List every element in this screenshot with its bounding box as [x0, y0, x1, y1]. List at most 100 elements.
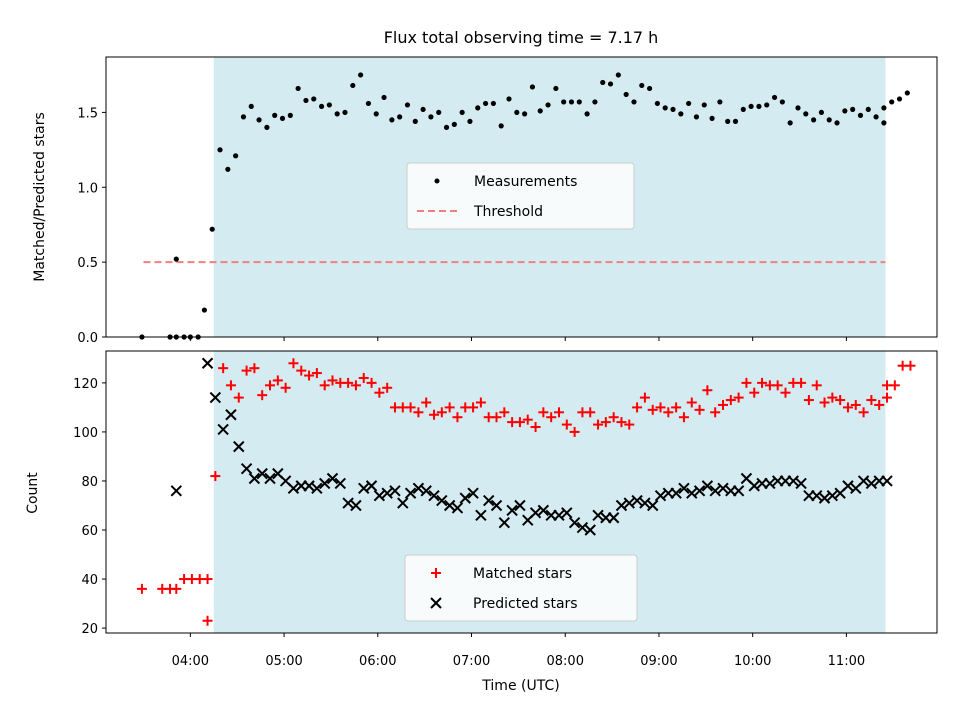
matched-star-point	[343, 377, 354, 388]
predicted-star-point	[537, 504, 550, 517]
measurement-point	[600, 79, 606, 86]
matched-star-point	[421, 397, 432, 408]
measurement-point	[693, 114, 700, 120]
bottom-y-tick-label: 20	[81, 622, 98, 637]
predicted-star-point	[842, 480, 854, 492]
bottom-panel: 20 40 60 80 100 120 04:00 05:00 06:00 07:00 08:00…	[25, 350, 938, 694]
predicted-star-point	[818, 492, 831, 504]
measurement-point	[623, 91, 629, 98]
measurement-point	[850, 106, 856, 113]
matched-star-point	[491, 412, 502, 423]
measurement-point	[467, 118, 473, 124]
measurement-point	[748, 103, 754, 110]
predicted-star-point	[826, 489, 839, 502]
predicted-star-point	[811, 489, 823, 502]
predicted-star-point	[732, 485, 745, 497]
predicted-star-point	[373, 489, 386, 502]
measurement-point	[545, 102, 551, 108]
matched-star-point	[663, 407, 674, 418]
predicted-star-point	[264, 472, 276, 485]
predicted-star-point	[475, 509, 487, 522]
measurement-point	[584, 111, 590, 117]
measurement-point	[365, 100, 372, 107]
predicted-star-point	[506, 504, 518, 517]
predicted-star-point	[693, 485, 706, 497]
predicted-star-point	[576, 521, 589, 534]
predicted-star-point	[420, 485, 432, 497]
matched-star-point	[514, 417, 525, 428]
measurement-point	[756, 103, 762, 110]
matched-star-point	[452, 412, 463, 423]
matched-star-point	[358, 372, 369, 383]
matched-star-point	[436, 407, 447, 418]
predicted-star-point	[287, 482, 300, 495]
predicted-star-point	[451, 502, 464, 514]
matched-star-point	[311, 368, 322, 379]
top-y-tick-label: 0.0	[77, 331, 98, 346]
matched-star-point	[413, 407, 424, 418]
matched-star-point	[639, 392, 650, 403]
predicted-star-point	[326, 472, 339, 485]
matched-star-point	[202, 615, 213, 626]
matched-star-point	[718, 399, 729, 410]
measurement-point	[592, 99, 598, 105]
matched-star-point	[538, 407, 549, 418]
predicted-star-point	[654, 489, 667, 502]
matched-star-point	[882, 392, 893, 403]
measurement-point	[732, 118, 739, 124]
matched-star-point	[686, 397, 697, 408]
predicted-star-point	[717, 482, 729, 495]
predicted-star-point	[318, 477, 331, 490]
matched-star-point	[757, 377, 768, 388]
matched-star-point	[468, 402, 479, 413]
predicted-star-point	[389, 485, 401, 497]
matched-star-point	[288, 358, 299, 369]
measurement-point	[678, 111, 684, 117]
predicted-star-point	[342, 497, 354, 509]
measurement-point	[350, 82, 356, 89]
measurement-point	[787, 120, 793, 126]
predicted-star-point	[201, 357, 214, 369]
matched-star-point	[444, 402, 455, 413]
measurement-point	[662, 105, 668, 111]
measurement-point	[279, 115, 286, 121]
top-y-axis-label: Matched/Predicted stars	[32, 112, 48, 282]
matched-star-point	[593, 419, 604, 430]
matched-star-point	[733, 392, 744, 403]
bottom-y-tick-label: 40	[81, 573, 98, 588]
predicted-star-point	[764, 477, 776, 490]
count-points	[136, 357, 916, 626]
predicted-star-point	[670, 487, 682, 499]
predicted-star-point	[381, 487, 393, 499]
measurement-point	[334, 111, 340, 117]
predicted-star-point	[686, 487, 698, 499]
measurement-point	[303, 97, 309, 104]
bottom-y-tick-label: 60	[81, 524, 98, 539]
predicted-star-point	[365, 480, 378, 492]
predicted-star-point	[592, 509, 604, 522]
bottom-y-tick-label: 120	[73, 377, 98, 392]
matched-star-point	[319, 380, 330, 391]
bottom-y-tick-label: 80	[81, 475, 98, 490]
measurement-point	[264, 124, 270, 130]
measurement-point	[834, 120, 840, 126]
matched-star-point	[553, 407, 564, 418]
measurement-point	[607, 81, 614, 87]
matched-star-point	[233, 392, 244, 403]
measurement-point	[826, 117, 832, 123]
predicted-star-point	[240, 462, 253, 475]
top-legend: Measurements Threshold	[406, 162, 635, 230]
measurement-point	[717, 99, 723, 105]
predicted-star-point	[701, 480, 714, 492]
legend-measurements-marker	[434, 178, 440, 184]
measurement-point	[857, 112, 864, 118]
predicted-star-point	[256, 467, 268, 480]
measurement-point	[326, 102, 332, 108]
predicted-star-point	[623, 497, 635, 509]
matched-star-point	[304, 370, 315, 381]
measurement-point	[381, 94, 387, 101]
bottom-axes-frame	[105, 350, 938, 634]
measurement-point	[287, 112, 293, 118]
measurement-point	[318, 103, 325, 110]
matched-star-point	[218, 363, 229, 374]
